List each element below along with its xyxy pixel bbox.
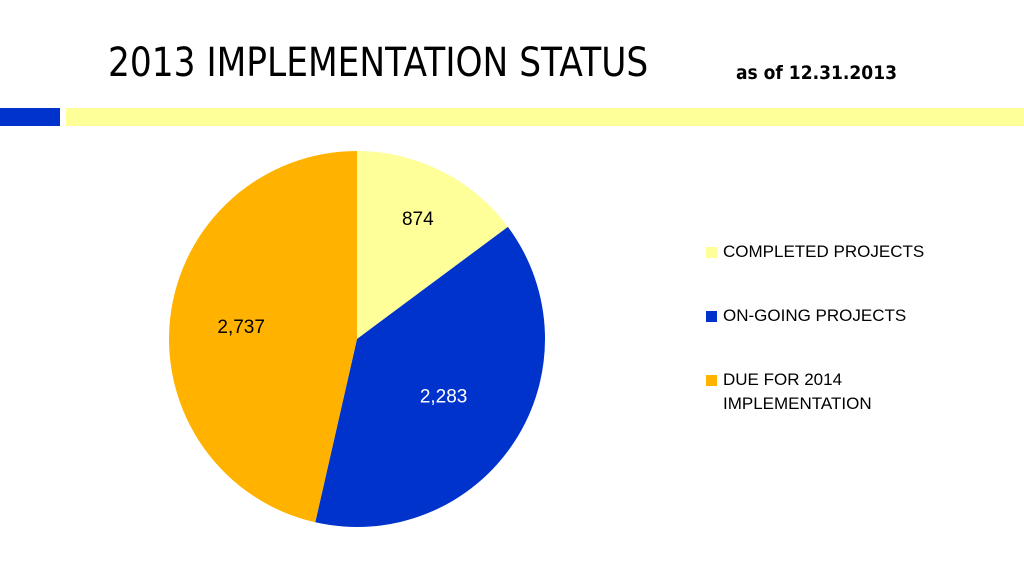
legend-swatch-completed bbox=[706, 247, 717, 258]
pie-slices bbox=[168, 151, 545, 527]
pie-slice-due-2014 bbox=[168, 151, 357, 523]
header-band-blue bbox=[0, 108, 60, 126]
slide-title: 2013 IMPLEMENTATION STATUS bbox=[108, 40, 649, 86]
slide-title-area: 2013 IMPLEMENTATION STATUS bbox=[108, 40, 736, 86]
pie-label-completed: 874 bbox=[402, 209, 434, 230]
chart-legend: COMPLETED PROJECTS ON-GOING PROJECTS DUE… bbox=[706, 240, 1006, 416]
pie-slice-completed bbox=[357, 151, 508, 339]
pie-label-on-going: 2,283 bbox=[420, 386, 468, 407]
pie-label-due-2014: 2,737 bbox=[217, 317, 265, 338]
slide-subtitle: as of 12.31.2013 bbox=[736, 62, 898, 84]
legend-label-on-going: ON-GOING PROJECTS bbox=[723, 306, 907, 325]
pie-labels: 874 2,283 2,737 bbox=[217, 209, 467, 407]
legend-item-on-going: ON-GOING PROJECTS bbox=[706, 304, 1006, 328]
legend-swatch-on-going bbox=[706, 311, 717, 322]
legend-label-completed: COMPLETED PROJECTS bbox=[723, 242, 925, 261]
legend-item-completed: COMPLETED PROJECTS bbox=[706, 240, 1006, 264]
header-band-yellow bbox=[66, 108, 1024, 126]
legend-label-due-2014: DUE FOR 2014 IMPLEMENTATION bbox=[723, 370, 872, 413]
pie-slice-on-going bbox=[315, 226, 545, 527]
legend-swatch-due-2014 bbox=[706, 375, 717, 386]
legend-item-due-2014: DUE FOR 2014 IMPLEMENTATION bbox=[706, 368, 913, 416]
